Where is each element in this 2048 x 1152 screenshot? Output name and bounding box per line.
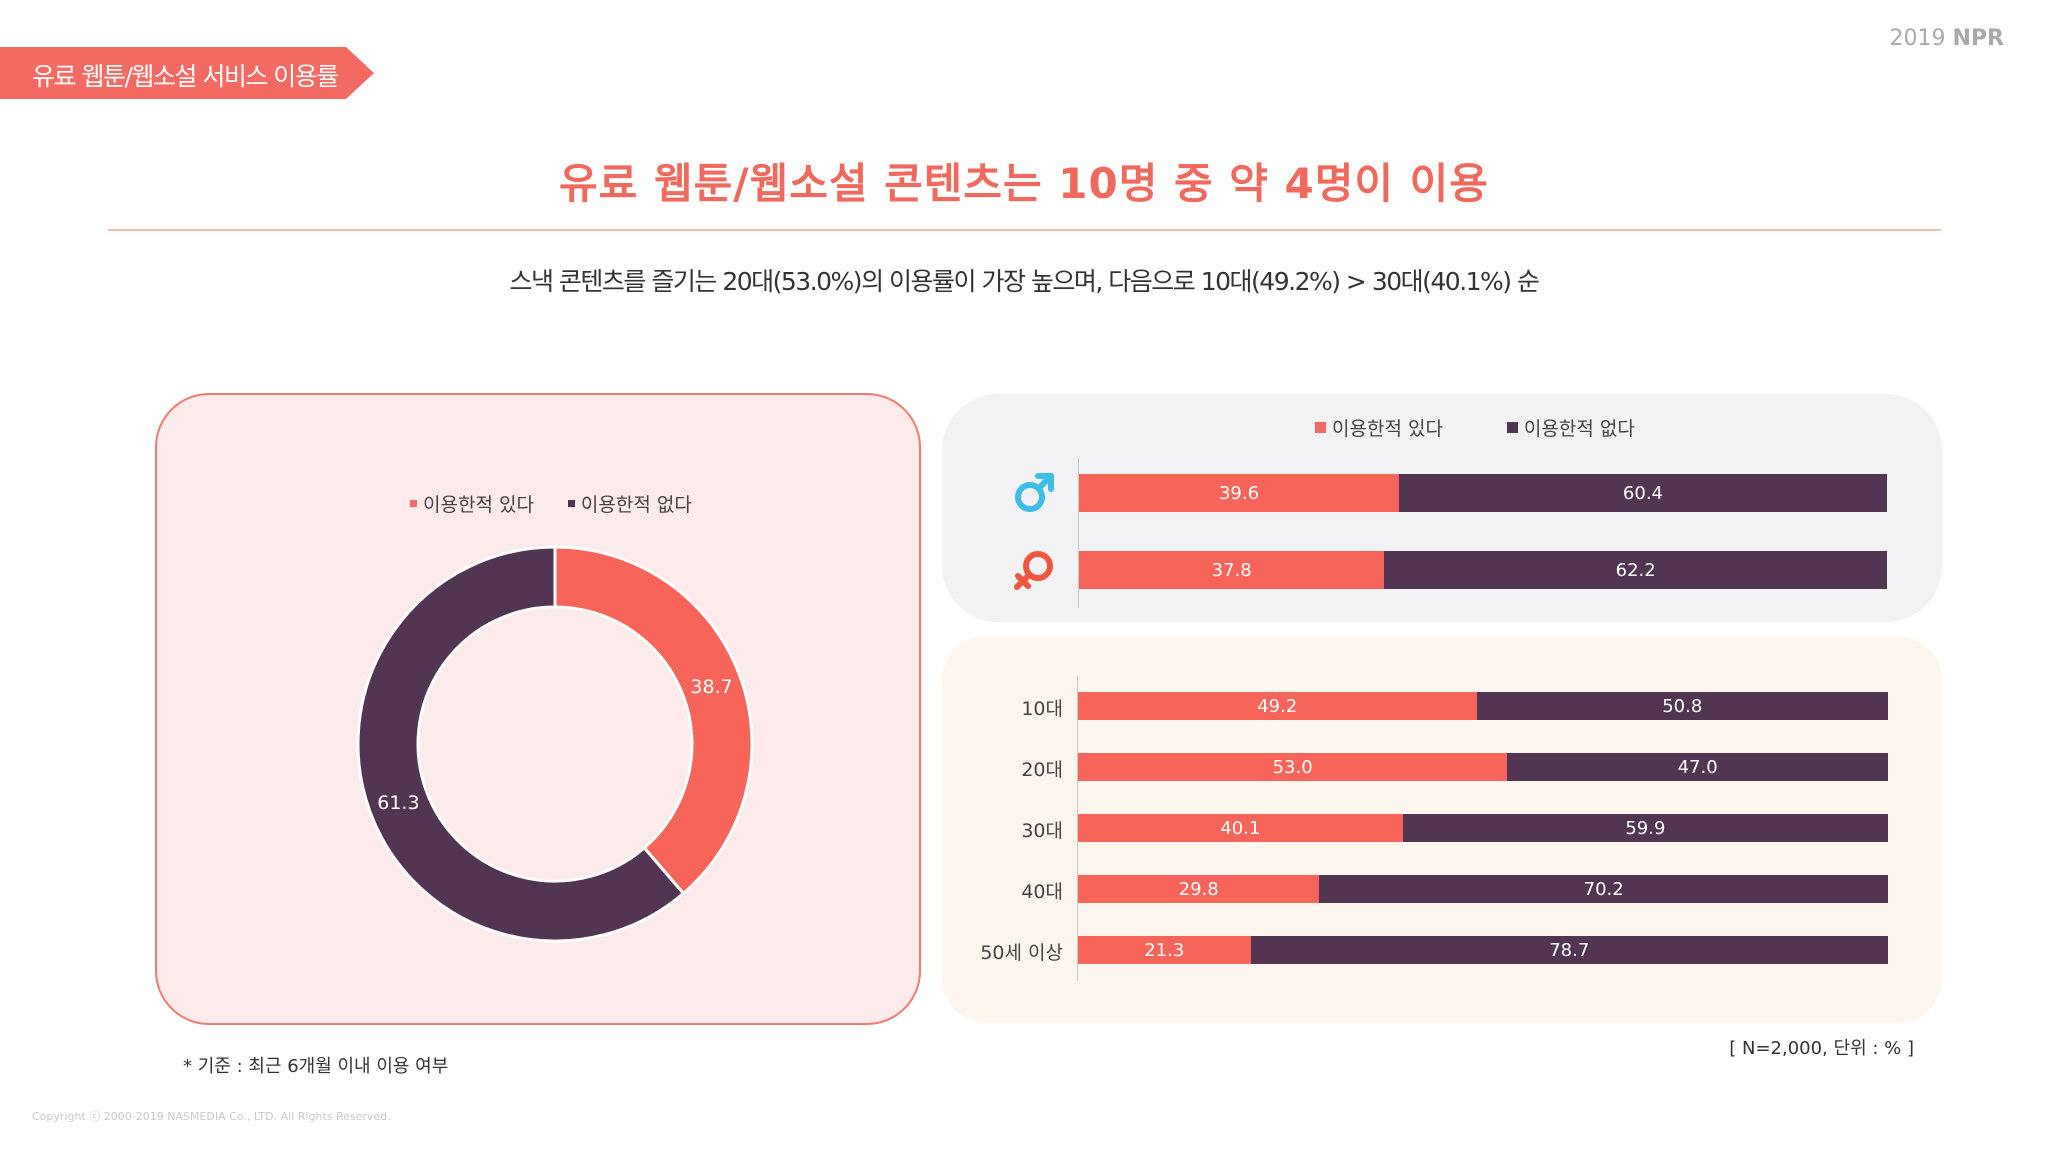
brand-name: NPR	[1952, 26, 2004, 51]
bar-value-label: 49.2	[1257, 695, 1298, 717]
bar-segment-not-used: 62.2	[1384, 551, 1887, 589]
legend-label-used: 이용한적 있다	[423, 494, 534, 516]
bar-axis-line	[1078, 458, 1079, 608]
legend-swatch-not-used	[1506, 422, 1518, 433]
bar-segment-not-used: 50.8	[1476, 692, 1888, 720]
stacked-bar: 39.6 60.4	[1079, 474, 1887, 512]
bar-value-label: 53.0	[1272, 756, 1313, 778]
legend-label-used: 이용한적 있다	[1332, 418, 1443, 440]
sample-size-note: [ N=2,000, 단위 : % ]	[1729, 1038, 1914, 1059]
row-label: 20대	[1021, 759, 1063, 781]
row-label: 40대	[1021, 881, 1063, 903]
bar-value-label: 78.7	[1549, 939, 1590, 961]
bar-segment-used: 39.6	[1079, 474, 1399, 512]
male-symbol-icon	[1010, 469, 1058, 522]
stacked-bar: 29.8 70.2	[1078, 875, 1888, 903]
legend-swatch-not-used	[567, 500, 575, 507]
section-label: 유료 웹툰/웹소설 서비스 이용률	[32, 62, 339, 91]
bars-legend: 이용한적 있다 이용한적 없다	[1315, 414, 1635, 441]
bar-segment-used: 49.2	[1078, 692, 1477, 720]
bar-value-label: 39.6	[1218, 482, 1260, 504]
bar-segment-not-used: 70.2	[1319, 875, 1888, 903]
donut-legend: 이용한적 있다 이용한적 없다	[410, 490, 692, 517]
donut-slice-not-used	[356, 545, 686, 943]
row-label: 30대	[1021, 820, 1063, 842]
bar-segment-not-used: 47.0	[1507, 753, 1888, 781]
bar-segment-used: 53.0	[1078, 753, 1508, 781]
brand-mark: 2019 NPR	[1890, 26, 2004, 51]
bar-value-label: 21.3	[1144, 939, 1185, 961]
copyright: Copyright ⓒ 2000-2019 NASMEDIA Co., LTD.…	[32, 1110, 391, 1123]
bar-segment-not-used: 59.9	[1402, 814, 1888, 842]
bar-value-label: 29.8	[1178, 878, 1219, 900]
stacked-bar: 49.2 50.8	[1078, 692, 1888, 720]
bar-segment-not-used: 78.7	[1250, 936, 1888, 964]
bar-segment-used: 40.1	[1078, 814, 1403, 842]
donut-label-used: 38.7	[690, 676, 732, 698]
title-divider	[108, 229, 1941, 231]
bar-segment-not-used: 60.4	[1398, 474, 1887, 512]
bar-value-label: 40.1	[1220, 817, 1261, 839]
donut-slice-used	[553, 545, 754, 896]
bar-value-label: 50.8	[1662, 695, 1703, 717]
row-label: 10대	[1021, 698, 1063, 720]
donut-chart: 38.7 61.3	[356, 545, 754, 943]
bar-value-label: 47.0	[1677, 756, 1718, 778]
stacked-bar: 40.1 59.9	[1078, 814, 1888, 842]
section-ribbon	[0, 47, 374, 99]
stacked-bar: 53.0 47.0	[1078, 753, 1888, 781]
legend-swatch-used	[410, 500, 417, 507]
female-symbol-icon	[1010, 546, 1058, 599]
stacked-bar: 21.3 78.7	[1078, 936, 1888, 964]
footnote: * 기준 : 최근 6개월 이내 이용 여부	[183, 1056, 449, 1077]
donut-label-not-used: 61.3	[377, 792, 419, 814]
page-title: 유료 웹툰/웹소설 콘텐츠는 10명 중 약 4명이 이용	[559, 159, 1489, 208]
bar-value-label: 37.8	[1211, 559, 1252, 581]
page-subtitle: 스낵 콘텐츠를 즐기는 20대(53.0%)의 이용률이 가장 높으며, 다음으…	[509, 267, 1540, 296]
bar-axis-line	[1077, 676, 1078, 981]
bar-segment-used: 37.8	[1079, 551, 1385, 589]
row-label: 50세 이상	[980, 942, 1063, 964]
legend-label-not-used: 이용한적 없다	[1523, 418, 1635, 440]
bar-segment-used: 29.8	[1078, 875, 1320, 903]
legend-label-not-used: 이용한적 없다	[580, 494, 692, 516]
stacked-bar: 37.8 62.2	[1079, 551, 1887, 589]
bar-value-label: 70.2	[1583, 878, 1624, 900]
legend-swatch-used	[1315, 422, 1326, 433]
brand-year: 2019	[1889, 26, 1946, 51]
bar-value-label: 59.9	[1625, 817, 1666, 839]
bar-value-label: 62.2	[1615, 559, 1656, 581]
bar-segment-used: 21.3	[1078, 936, 1251, 964]
bar-value-label: 60.4	[1622, 482, 1663, 504]
